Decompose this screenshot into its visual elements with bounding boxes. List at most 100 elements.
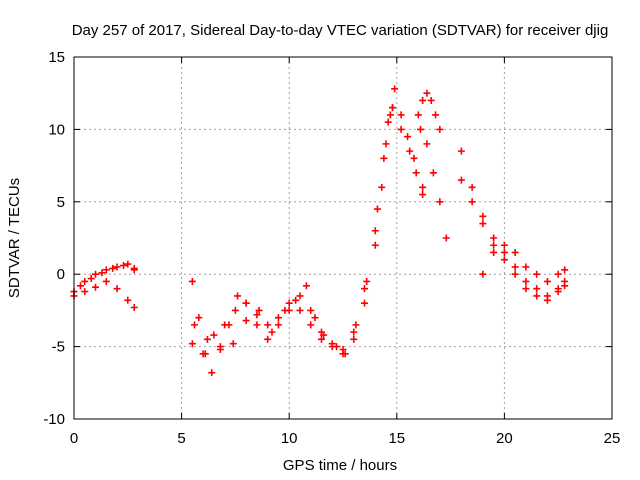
data-point	[543, 277, 551, 285]
data-point	[339, 345, 347, 353]
data-point	[341, 350, 349, 358]
data-point	[432, 111, 440, 119]
data-point	[397, 111, 405, 119]
data-point	[296, 292, 304, 300]
data-point	[87, 275, 95, 283]
y-axis-label: SDTVAR / TECUs	[6, 178, 23, 298]
data-point	[195, 314, 203, 322]
data-point	[378, 183, 386, 191]
data-point	[119, 262, 127, 270]
data-point	[533, 292, 541, 300]
data-point	[274, 314, 282, 322]
data-point	[199, 350, 207, 358]
data-point	[361, 285, 369, 293]
data-point	[419, 96, 427, 104]
data-point	[442, 234, 450, 242]
series-track-10	[391, 85, 427, 191]
data-point	[102, 277, 110, 285]
x-tick-label: 20	[496, 430, 513, 447]
data-point	[554, 288, 562, 296]
data-point	[92, 270, 100, 278]
data-point	[384, 118, 392, 126]
series-track-8	[274, 111, 394, 353]
data-point	[363, 277, 371, 285]
data-point	[436, 125, 444, 133]
y-tick-label: 0	[57, 266, 65, 283]
data-point	[130, 266, 138, 274]
x-tick-label: 15	[388, 430, 405, 447]
data-point	[561, 282, 569, 290]
data-point	[191, 321, 199, 329]
data-point	[208, 369, 216, 377]
data-point	[423, 89, 431, 97]
data-point	[468, 198, 476, 206]
data-point	[500, 241, 508, 249]
data-point	[109, 264, 117, 272]
data-point	[522, 277, 530, 285]
x-axis-ticks: 0 5 10 15 20 25	[70, 57, 621, 447]
series-track-2	[70, 277, 138, 312]
data-point	[414, 111, 422, 119]
plot-frame	[73, 56, 613, 420]
data-point	[490, 248, 498, 256]
data-point	[490, 234, 498, 242]
data-point	[361, 299, 369, 307]
data-point	[511, 263, 519, 271]
data-point	[307, 306, 315, 314]
data-point	[522, 285, 530, 293]
data-point	[511, 270, 519, 278]
data-point	[397, 125, 405, 133]
data-point	[490, 241, 498, 249]
data-point	[533, 285, 541, 293]
data-point	[436, 198, 444, 206]
data-point	[307, 321, 315, 329]
series-track-13	[416, 125, 450, 242]
data-point	[352, 321, 360, 329]
data-point	[242, 317, 250, 325]
data-point	[391, 85, 399, 93]
chart-title: Day 257 of 2017, Sidereal Day-to-day VTE…	[72, 22, 609, 39]
grid-lines	[74, 57, 612, 419]
data-point	[264, 321, 272, 329]
data-point	[350, 335, 358, 343]
data-point	[124, 260, 132, 268]
data-point	[234, 292, 242, 300]
data-point	[231, 306, 239, 314]
y-tick-label: -10	[43, 411, 65, 428]
data-point	[210, 331, 218, 339]
data-point	[522, 263, 530, 271]
data-point	[533, 270, 541, 278]
data-point	[500, 248, 508, 256]
data-points	[70, 85, 569, 377]
data-point	[242, 299, 250, 307]
y-axis-ticks: -10 -5 0 5 10 15	[43, 49, 612, 428]
x-axis-label: GPS time / hours	[283, 457, 397, 474]
data-point	[500, 256, 508, 264]
series-track-15	[457, 176, 569, 304]
data-point	[255, 306, 263, 314]
data-point	[404, 133, 412, 141]
data-point	[380, 154, 388, 162]
series-track-7	[274, 118, 392, 358]
data-point	[264, 335, 272, 343]
data-point	[113, 263, 121, 271]
data-point	[188, 340, 196, 348]
series-track-12	[414, 89, 444, 133]
data-point	[468, 183, 476, 191]
data-point	[511, 248, 519, 256]
data-point	[554, 270, 562, 278]
data-point	[216, 345, 224, 353]
data-point	[102, 266, 110, 274]
x-tick-label: 25	[604, 430, 621, 447]
x-tick-label: 10	[281, 430, 298, 447]
data-point	[285, 299, 293, 307]
data-point	[371, 227, 379, 235]
series-track-1	[70, 260, 138, 296]
data-point	[479, 270, 487, 278]
data-point	[188, 277, 196, 285]
y-tick-label: 10	[48, 121, 65, 138]
data-point	[427, 96, 435, 104]
series-track-3	[76, 262, 138, 290]
data-point	[268, 328, 276, 336]
